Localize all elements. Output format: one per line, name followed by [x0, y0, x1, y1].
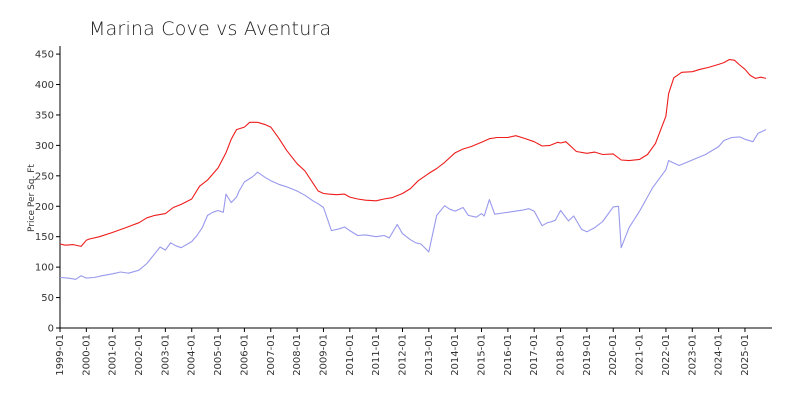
x-tick-label: 2020-01 [608, 334, 619, 376]
x-tick-label: 2012-01 [397, 334, 408, 376]
x-tick-label: 2000-01 [81, 334, 92, 376]
x-tick-label: 1999-01 [55, 334, 66, 376]
chart-title: Marina Cove vs Aventura [89, 18, 332, 40]
y-tick-label: 200 [35, 202, 54, 213]
x-tick-label: 2014-01 [450, 334, 461, 376]
x-tick-label: 2021-01 [635, 334, 646, 376]
y-tick-label: 450 [35, 50, 54, 61]
x-tick-label: 2015-01 [477, 334, 488, 376]
x-tick-label: 2010-01 [345, 334, 356, 376]
x-tick-label: 2007-01 [266, 334, 277, 376]
x-tick-label: 2022-01 [661, 334, 672, 376]
x-tick-label: 2001-01 [108, 334, 119, 376]
x-tick-label: 2019-01 [582, 334, 593, 376]
x-tick-label: 2017-01 [529, 334, 540, 376]
y-axis-label: Price Per Sq. Ft [27, 164, 37, 232]
y-tick-label: 250 [35, 171, 54, 182]
x-tick-label: 2005-01 [213, 334, 224, 376]
y-tick-label: 150 [35, 232, 54, 243]
y-tick-label: 100 [35, 263, 54, 274]
series-line-1 [59, 59, 767, 247]
x-tick-label: 2008-01 [292, 334, 303, 376]
x-tick-label: 2002-01 [134, 334, 145, 376]
x-tick-label: 2016-01 [503, 334, 514, 376]
y-tick-label: 300 [35, 141, 54, 152]
y-tick-label: 50 [41, 293, 54, 304]
x-tick-label: 2003-01 [160, 334, 171, 376]
y-tick-label: 400 [35, 80, 54, 91]
y-tick-label: 350 [35, 110, 54, 121]
x-tick-label: 2004-01 [187, 334, 198, 376]
x-tick-label: 2011-01 [371, 334, 382, 376]
x-tick-label: 2006-01 [239, 334, 250, 376]
x-tick-label: 2013-01 [424, 334, 435, 376]
x-tick-label: 2023-01 [687, 334, 698, 376]
x-tick-label: 2009-01 [318, 334, 329, 376]
y-tick-label: 0 [48, 324, 54, 335]
series-line-2 [59, 129, 767, 280]
x-tick-label: 2024-01 [714, 334, 725, 376]
x-tick-label: 2018-01 [556, 334, 567, 376]
x-tick-label: 2025-01 [740, 334, 751, 376]
